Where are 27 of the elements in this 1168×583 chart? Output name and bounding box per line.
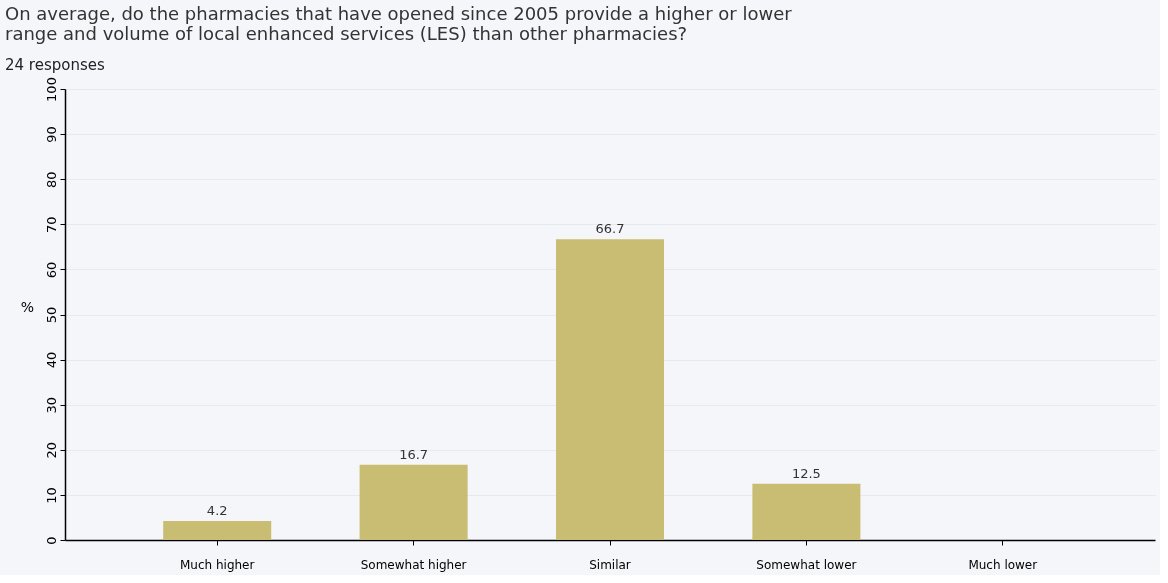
chart-title: On average, do the pharmacies that have opened since 2005 provide a higher or lower range and volume of local enhanced services (LES) than other pharmacies? <box>5 2 793 44</box>
y-tick-label: 50 <box>43 306 59 324</box>
data-label: 4.2 <box>206 503 228 519</box>
y-tick-label: 30 <box>43 396 59 414</box>
y-tick-label: 40 <box>43 351 59 369</box>
y-tick-label: 70 <box>43 216 59 234</box>
y-tick-label: 60 <box>43 261 59 279</box>
y-tick-label: 100 <box>43 77 59 102</box>
x-tick-label: Much higher <box>179 557 255 572</box>
bar <box>163 521 272 540</box>
bar <box>359 464 468 540</box>
x-tick-label: Somewhat higher <box>360 557 467 572</box>
x-tick-label: Similar <box>589 557 631 572</box>
y-tick-label: 0 <box>43 536 59 545</box>
y-axis-title: % <box>20 299 35 315</box>
y-tick-label: 10 <box>43 487 59 504</box>
chart-subtitle: 24 responses <box>5 55 105 74</box>
x-tick-label: Much lower <box>968 557 1038 572</box>
y-tick-label: 20 <box>43 442 59 459</box>
data-label: 16.7 <box>399 446 429 462</box>
data-label: 66.7 <box>595 221 625 237</box>
x-tick-label: Somewhat lower <box>756 557 857 572</box>
y-tick-label: 90 <box>43 126 59 143</box>
bar <box>752 483 861 540</box>
data-label: 12.5 <box>791 465 821 481</box>
bar <box>555 239 665 540</box>
y-tick-label: 80 <box>43 171 59 188</box>
